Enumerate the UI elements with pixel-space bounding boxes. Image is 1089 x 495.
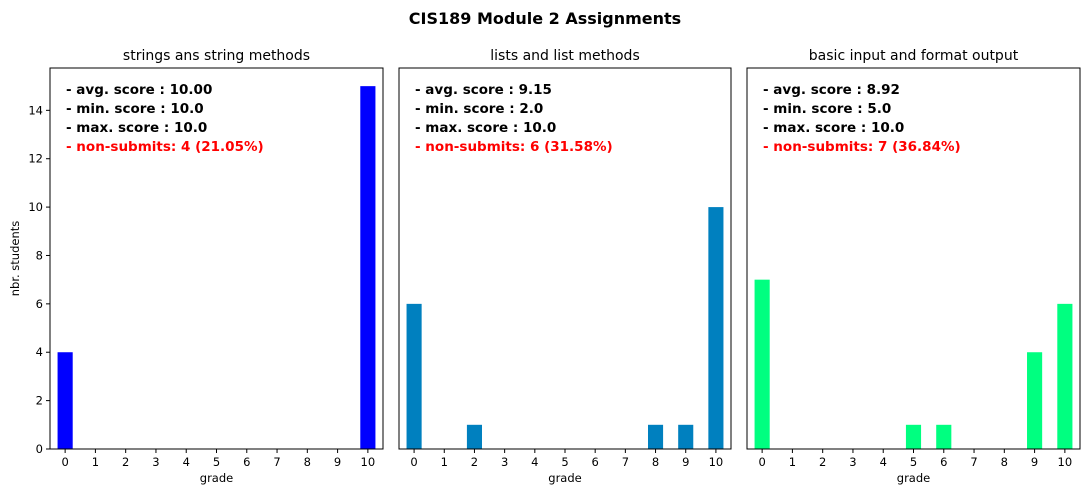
x-tick-label: 0 — [410, 455, 417, 469]
bar-grade-6 — [936, 424, 952, 449]
y-tick-label: 10 — [28, 200, 43, 214]
x-tick-label: 1 — [789, 455, 796, 469]
x-axis-label: grade — [897, 471, 930, 485]
x-tick-label: 6 — [940, 455, 947, 469]
y-tick-label: 8 — [36, 248, 43, 262]
bar-grade-0 — [57, 352, 73, 449]
x-tick-label: 7 — [970, 455, 977, 469]
stat-annotation: - min. score : 2.0 — [415, 101, 543, 117]
x-tick-label: 5 — [213, 455, 220, 469]
bar-grade-5 — [905, 424, 922, 449]
stat-annotation: - max. score : 10.0 — [66, 120, 207, 136]
stat-annotation: - min. score : 10.0 — [66, 101, 204, 117]
x-tick-label: 2 — [471, 455, 478, 469]
x-tick-label: 8 — [304, 455, 311, 469]
bar-grade-10 — [360, 86, 376, 450]
x-tick-label: 2 — [819, 455, 826, 469]
x-tick-label: 3 — [501, 455, 508, 469]
bar-grade-10 — [708, 207, 724, 449]
non-submits-annotation: - non-submits: 7 (36.84%) — [763, 139, 961, 155]
x-tick-label: 1 — [92, 455, 99, 469]
x-tick-label: 4 — [531, 455, 538, 469]
non-submits-annotation: - non-submits: 4 (21.05%) — [66, 139, 264, 155]
stat-annotation: - avg. score : 8.92 — [763, 82, 900, 98]
bar-grade-0 — [406, 303, 422, 449]
panel-2: lists and list methods 0 1 2 3 4 5 6 7 8 9 10 grade -… — [398, 48, 732, 485]
x-tick-label: 10 — [1058, 455, 1073, 469]
bar-grade-9 — [678, 424, 694, 449]
y-axis-label: nbr. students — [8, 221, 22, 297]
panel-title: basic input and format output — [809, 48, 1019, 64]
x-tick-label: 10 — [709, 455, 724, 469]
bar-grade-2 — [466, 424, 482, 449]
x-tick-label: 9 — [334, 455, 341, 469]
x-tick-label: 9 — [1031, 455, 1038, 469]
figure-title: CIS189 Module 2 Assignments — [409, 9, 681, 28]
x-tick-label: 4 — [880, 455, 887, 469]
x-tick-label: 0 — [758, 455, 765, 469]
stat-annotation: - avg. score : 10.00 — [66, 82, 212, 98]
x-axis-label: grade — [200, 471, 233, 485]
panel-title: lists and list methods — [490, 48, 639, 64]
bar-grade-8 — [648, 424, 664, 449]
panel-3: basic input and format output 0 1 2 3 4 5 6 7 8 9 1… — [746, 48, 1081, 485]
x-tick-label: 7 — [273, 455, 280, 469]
stat-annotation: - max. score : 10.0 — [415, 120, 556, 136]
x-tick-label: 9 — [682, 455, 689, 469]
y-tick-label: 0 — [36, 442, 43, 456]
x-tick-label: 3 — [849, 455, 856, 469]
bar-grade-0 — [754, 279, 770, 449]
y-tick-label: 4 — [36, 345, 43, 359]
x-tick-label: 0 — [61, 455, 68, 469]
non-submits-annotation: - non-submits: 6 (31.58%) — [415, 139, 613, 155]
y-tick-label: 14 — [28, 103, 43, 117]
x-tick-label: 6 — [592, 455, 599, 469]
y-tick-label: 12 — [28, 152, 43, 166]
x-tick-label: 8 — [652, 455, 659, 469]
bar-grade-9 — [1027, 352, 1043, 449]
bar-grade-10 — [1057, 303, 1073, 449]
y-tick-label: 6 — [36, 297, 43, 311]
y-tick-label: 2 — [36, 394, 43, 408]
x-tick-label: 1 — [441, 455, 448, 469]
x-tick-label: 8 — [1001, 455, 1008, 469]
stat-annotation: - avg. score : 9.15 — [415, 82, 552, 98]
x-tick-label: 2 — [122, 455, 129, 469]
x-tick-label: 5 — [910, 455, 917, 469]
stat-annotation: - min. score : 5.0 — [763, 101, 891, 117]
x-axis-label: grade — [548, 471, 581, 485]
x-tick-label: 7 — [622, 455, 629, 469]
x-tick-label: 5 — [561, 455, 568, 469]
stat-annotation: - max. score : 10.0 — [763, 120, 904, 136]
x-tick-label: 6 — [243, 455, 250, 469]
x-tick-label: 3 — [152, 455, 159, 469]
x-tick-label: 4 — [183, 455, 190, 469]
x-tick-label: 10 — [361, 455, 376, 469]
panel-title: strings ans string methods — [123, 48, 310, 64]
